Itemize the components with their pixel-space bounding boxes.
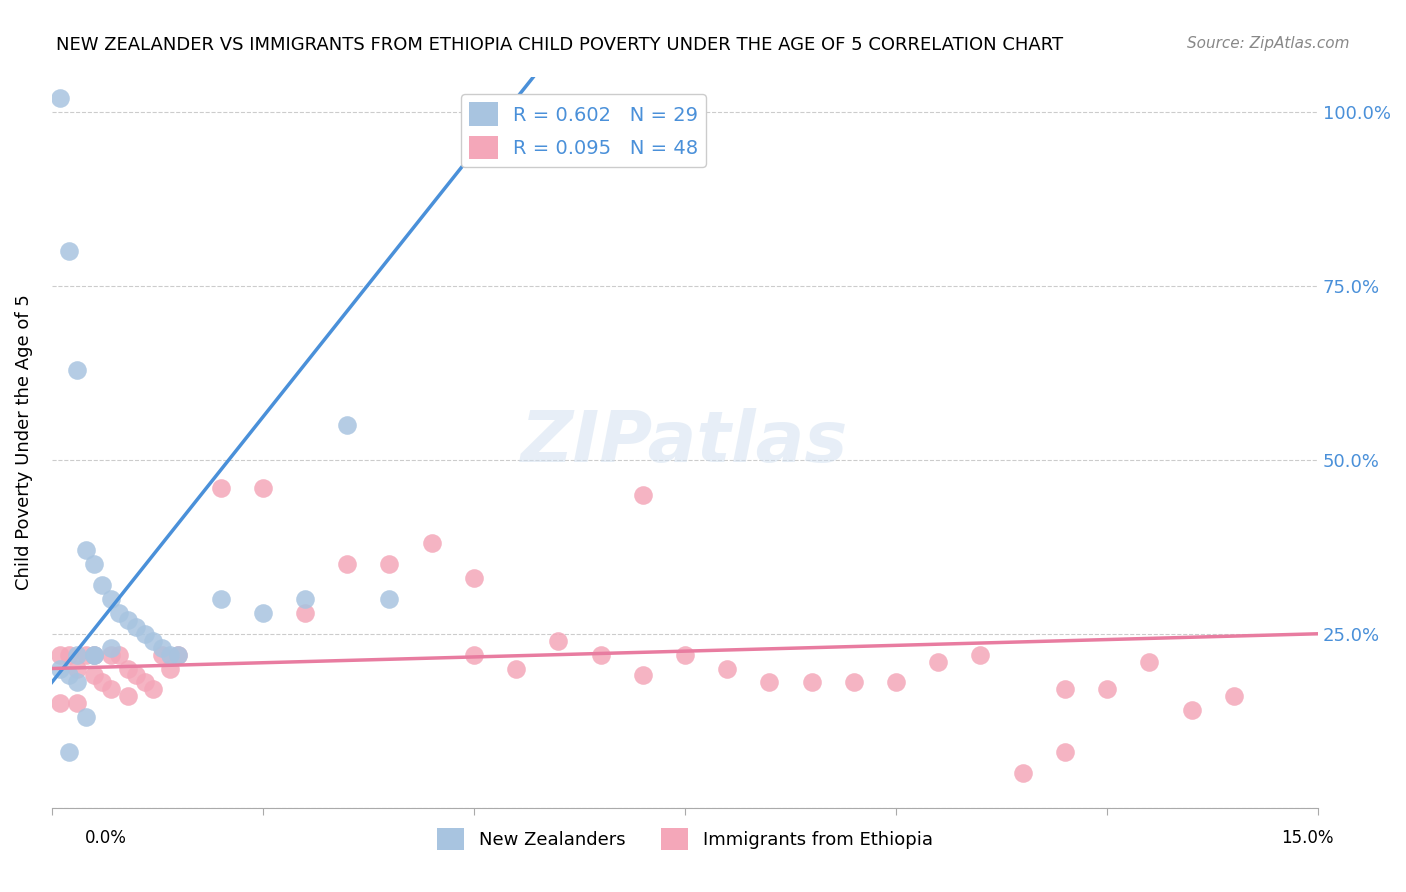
Point [108,648,131,662]
Point [209,592,232,607]
Point [463,571,485,585]
Point [58,668,80,682]
Point [83,648,105,662]
Point [159,648,181,662]
Point [117,661,139,675]
Text: Source: ZipAtlas.com: Source: ZipAtlas.com [1187,36,1350,51]
Point [884,675,907,690]
Point [125,620,148,634]
Point [1053,682,1076,697]
Point [1137,655,1160,669]
Text: 15.0%: 15.0% [1281,829,1334,847]
Point [58,244,80,259]
Point [631,488,654,502]
Point [589,648,612,662]
Point [66,648,89,662]
Point [75,543,97,558]
Point [631,668,654,682]
Point [100,682,122,697]
Point [142,633,165,648]
Point [167,648,190,662]
Point [673,648,696,662]
Point [83,648,105,662]
Point [1053,745,1076,759]
Point [142,682,165,697]
Point [91,578,114,592]
Point [125,668,148,682]
Point [378,592,401,607]
Point [49,91,72,105]
Point [83,648,105,662]
Point [49,648,72,662]
Point [927,655,949,669]
Point [117,613,139,627]
Point [108,606,131,620]
Point [547,633,569,648]
Y-axis label: Child Poverty Under the Age of 5: Child Poverty Under the Age of 5 [15,294,32,591]
Point [66,696,89,710]
Point [294,592,316,607]
Point [83,668,105,682]
Text: ZIPatlas: ZIPatlas [522,408,849,477]
Point [252,481,274,495]
Point [49,661,72,675]
Point [716,661,738,675]
Point [100,640,122,655]
Point [842,675,865,690]
Point [75,710,97,724]
Legend: R = 0.602   N = 29, R = 0.095   N = 48: R = 0.602 N = 29, R = 0.095 N = 48 [461,95,706,167]
Point [58,648,80,662]
Point [209,481,232,495]
Point [134,675,156,690]
Text: 0.0%: 0.0% [84,829,127,847]
Point [505,661,527,675]
Point [49,696,72,710]
Point [1222,690,1244,704]
Point [1180,703,1202,717]
Point [167,648,190,662]
Point [91,675,114,690]
Point [336,418,359,433]
Point [117,690,139,704]
Point [83,558,105,572]
Point [969,648,991,662]
Point [100,648,122,662]
Text: NEW ZEALANDER VS IMMIGRANTS FROM ETHIOPIA CHILD POVERTY UNDER THE AGE OF 5 CORRE: NEW ZEALANDER VS IMMIGRANTS FROM ETHIOPI… [56,36,1063,54]
Point [66,362,89,376]
Point [378,558,401,572]
Point [800,675,823,690]
Point [1095,682,1118,697]
Point [463,648,485,662]
Point [336,558,359,572]
Point [134,626,156,640]
Point [66,675,89,690]
Point [1011,765,1033,780]
Point [58,745,80,759]
Point [252,606,274,620]
Point [150,648,173,662]
Point [66,661,89,675]
Point [159,661,181,675]
Point [420,536,443,550]
Point [100,592,122,607]
Point [150,640,173,655]
Point [75,648,97,662]
Point [758,675,780,690]
Point [294,606,316,620]
